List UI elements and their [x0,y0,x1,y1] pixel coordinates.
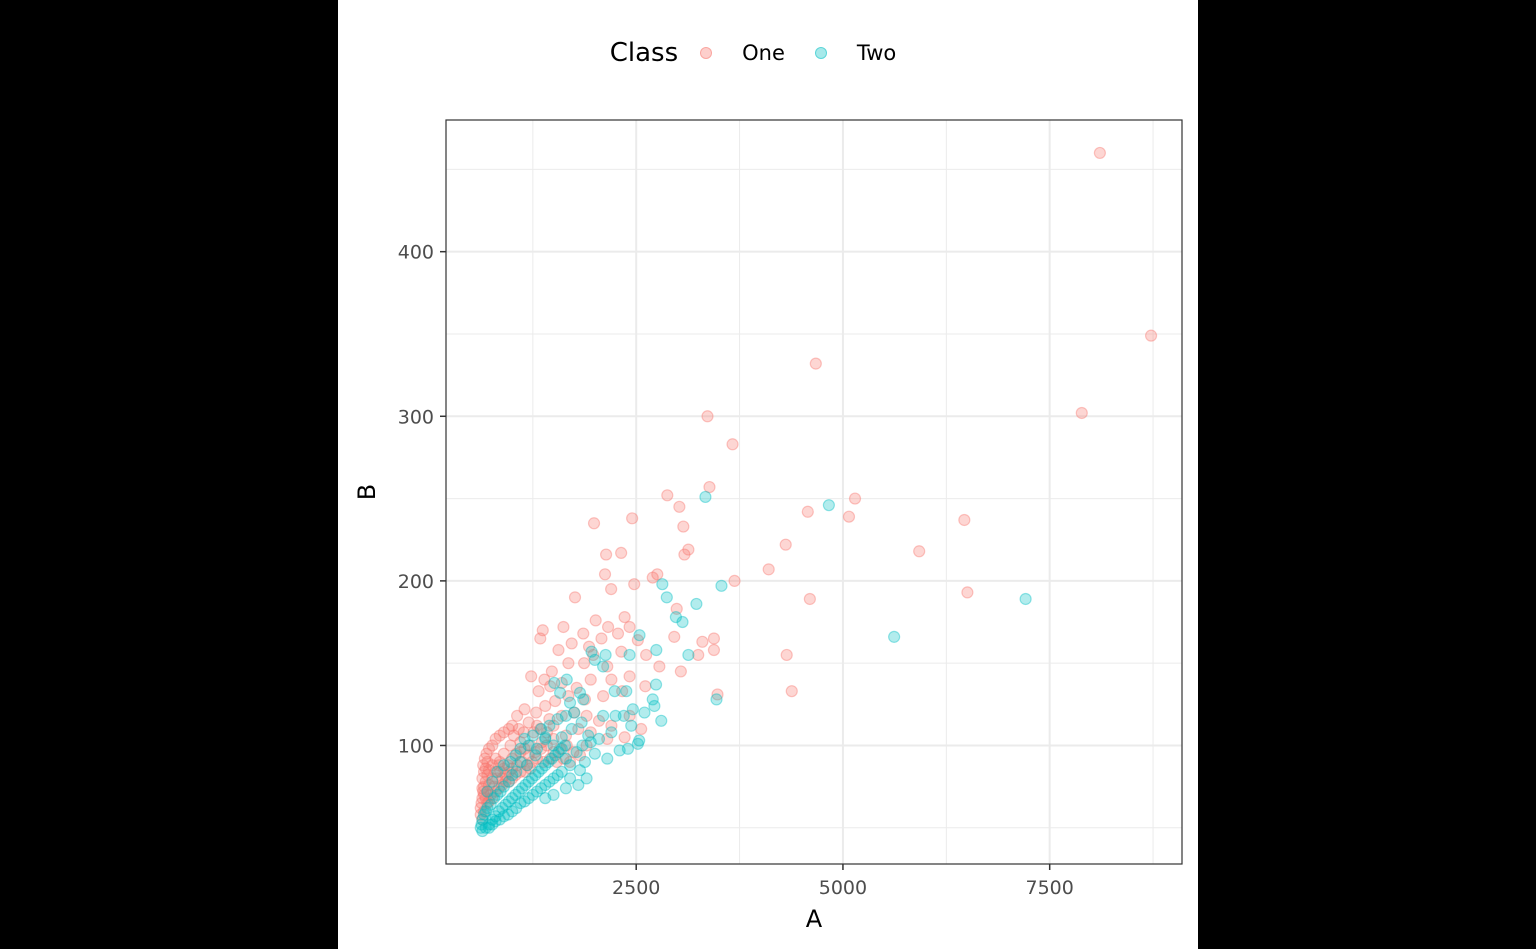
legend-key-circle-icon [814,47,827,59]
legend-label-one: One [742,41,785,65]
axis-ticks: 2500 5000 7500 100 200 300 400 [398,242,1074,899]
legend-key-circle-icon [700,47,713,59]
legend-item-one: One [700,41,785,65]
panel-border [445,119,1183,865]
y-tick-label: 100 [398,735,434,757]
x-axis-title: A [806,905,823,933]
grid-lines [446,120,1182,864]
y-tick-label: 300 [398,406,434,428]
x-tick-label: 5000 [819,877,867,899]
x-tick-label: 2500 [612,877,660,899]
x-tick-label: 7500 [1026,877,1074,899]
legend-label-two: Two [856,41,897,65]
y-tick-label: 200 [398,571,434,593]
legend-item-two: Two [814,41,897,65]
data-points [474,146,1158,838]
chart-canvas: Class One Two 2500 5000 7500 100 200 300 400 A… [338,0,1198,949]
scatter-plot: 2500 5000 7500 100 200 300 400 A B [353,119,1183,933]
y-tick-label: 400 [398,242,434,264]
legend-title: Class [609,38,679,68]
legend: Class One Two [338,36,1198,70]
y-axis-title: B [353,484,381,500]
